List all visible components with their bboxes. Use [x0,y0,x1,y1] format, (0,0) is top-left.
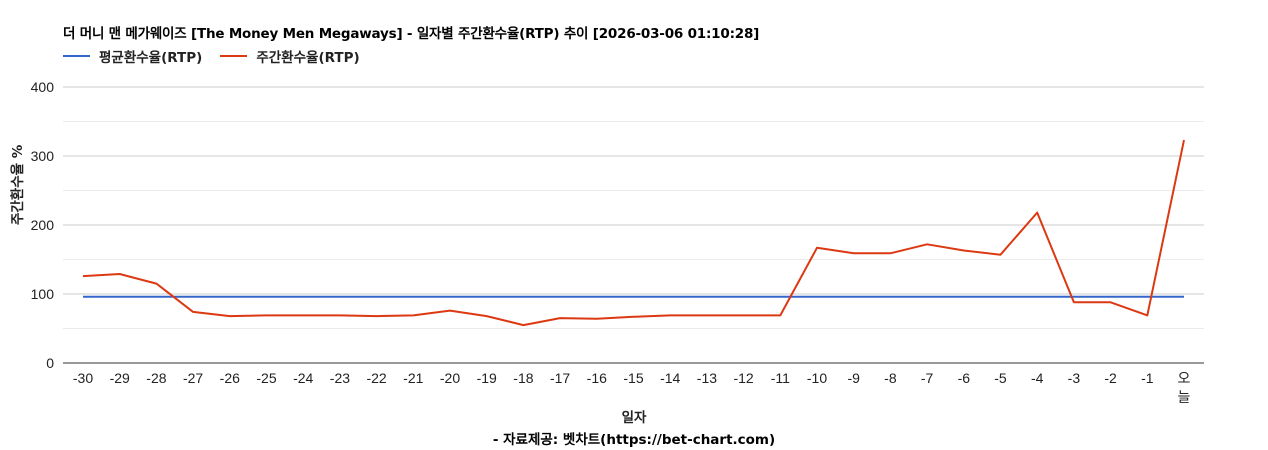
x-tick-label: -3 [1068,370,1081,386]
x-tick-label: -25 [256,370,276,386]
x-tick-label: -6 [958,370,971,386]
weekly-rtp-line [82,139,1185,327]
x-tick-label: -15 [623,370,643,386]
x-tick-label: -2 [1104,370,1117,386]
y-tick-label: 0 [46,355,54,371]
legend: 평균환수율(RTP) 주간환수율(RTP) [63,46,378,66]
x-tick-label: -24 [293,370,313,386]
gridlines [63,86,1204,329]
x-tick-label: -19 [477,370,497,386]
x-tick-label: 늘 [1178,390,1191,406]
x-tick-label: -20 [440,370,460,386]
x-axis-ticks: -30 -29 -28 -27 -26 -25 -24 -23 -22 -21 -20 -19 -18 -… [73,370,1191,406]
x-tick-label: -14 [660,370,680,386]
legend-item-weekly[interactable]: 주간환수율(RTP) [220,46,360,66]
x-tick-label: -23 [330,370,350,386]
x-tick-label: -30 [73,370,93,386]
x-tick-label: -29 [110,370,130,386]
x-tick-label: -10 [807,370,827,386]
x-tick-label: -8 [884,370,897,386]
y-tick-label: 200 [31,217,55,233]
x-tick-label: 오 [1178,371,1191,387]
legend-swatch-average [63,55,90,57]
x-tick-label: -11 [771,370,790,386]
legend-swatch-weekly [220,55,248,57]
y-tick-label: 400 [31,79,55,95]
x-tick-label: -5 [994,370,1007,386]
legend-item-average[interactable]: 평균환수율(RTP) [63,46,202,66]
y-tick-label: 300 [31,148,55,164]
x-axis-title: 일자 [621,410,647,426]
chart-title: 더 머니 맨 메가웨이즈 [The Money Men Megaways] - … [63,26,760,42]
data-source-credit: - 자료제공: 벳차트(https://bet-chart.com) [492,432,776,448]
legend-label-weekly: 주간환수율(RTP) [256,50,360,66]
x-tick-label: -26 [220,370,240,386]
x-tick-label: -13 [697,370,717,386]
x-tick-label: -7 [921,370,934,386]
x-tick-label: -27 [183,370,203,386]
x-tick-label: -21 [403,370,423,386]
x-tick-label: -18 [513,370,533,386]
x-tick-label: -12 [733,370,753,386]
x-tick-label: -22 [366,370,386,386]
x-tick-label: -16 [587,370,607,386]
x-tick-label: -4 [1031,370,1044,386]
x-tick-label: -28 [146,370,166,386]
y-axis-ticks: 0 100 200 300 400 [31,79,55,371]
legend-label-average: 평균환수율(RTP) [99,50,203,66]
x-tick-label: -17 [550,370,570,386]
y-axis-title: 주간환수율 % [10,144,26,225]
x-tick-label: -9 [847,370,860,386]
x-tick-label: -1 [1141,370,1154,386]
y-tick-label: 100 [31,286,55,302]
